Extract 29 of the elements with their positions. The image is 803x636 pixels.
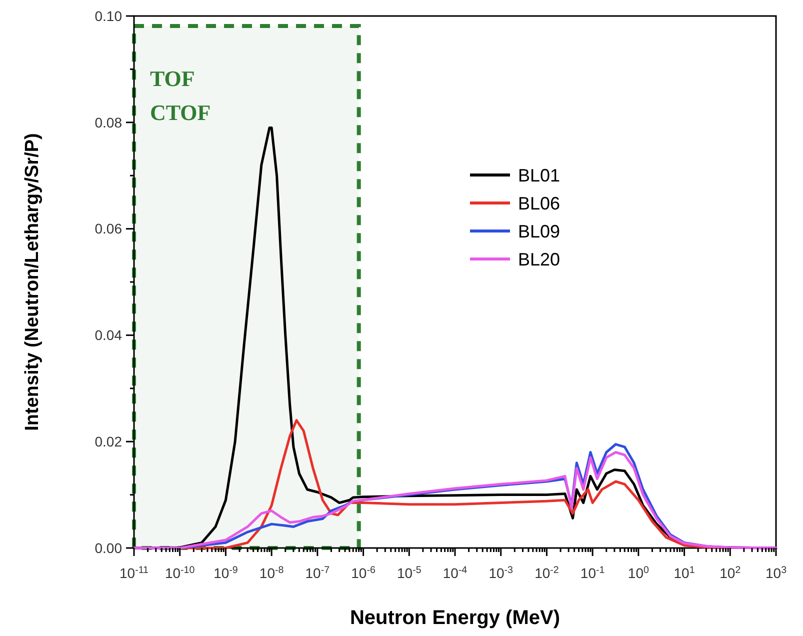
x-tick-label: 10$^{-4}$: [442, 564, 468, 581]
x-tick-label: 10$^{-5}$: [396, 564, 422, 581]
x-tick-label: 10$^{-8}$: [259, 564, 284, 581]
x-axis-title: Neutron Energy (MeV): [350, 607, 560, 629]
legend-label: BL06: [518, 193, 560, 214]
x-tick-label: 10$^{2}$: [720, 564, 741, 581]
y-axis-title: Intensity (Neutron/Lethargy/Sr/P): [22, 133, 43, 431]
x-tick-label: 10$^{-9}$: [214, 564, 238, 581]
x-tick-label: 10$^{-2}$: [534, 564, 559, 581]
x-tick-label: 10$^{-1}$: [580, 564, 605, 581]
y-tick-label: 0.02: [94, 434, 122, 450]
y-tick-label: 0.08: [94, 114, 122, 130]
legend-label: BL20: [518, 249, 560, 270]
x-tick-label: 10$^{-11}$: [119, 564, 149, 581]
legend-label: BL01: [518, 165, 560, 186]
y-tick-label: 0.10: [94, 8, 122, 24]
x-tick-label: 10$^{1}$: [674, 564, 695, 581]
x-tick-label: 10$^{-3}$: [488, 564, 514, 581]
legend-label: BL09: [518, 221, 560, 242]
x-tick-label: 10$^{0}$: [628, 564, 650, 581]
x-tick-label: 10$^{-7}$: [305, 564, 330, 581]
annotation: CTOF: [150, 100, 211, 125]
y-tick-label: 0.06: [94, 220, 122, 237]
x-tick-label: 10$^{-6}$: [351, 564, 376, 581]
x-tick-label: 10$^{-10}$: [164, 564, 196, 581]
y-tick-label: 0.00: [94, 540, 122, 556]
annotation: TOF: [150, 66, 195, 91]
y-tick-label: 0.04: [94, 327, 122, 344]
x-tick-label: 10$^{3}$: [765, 564, 788, 581]
